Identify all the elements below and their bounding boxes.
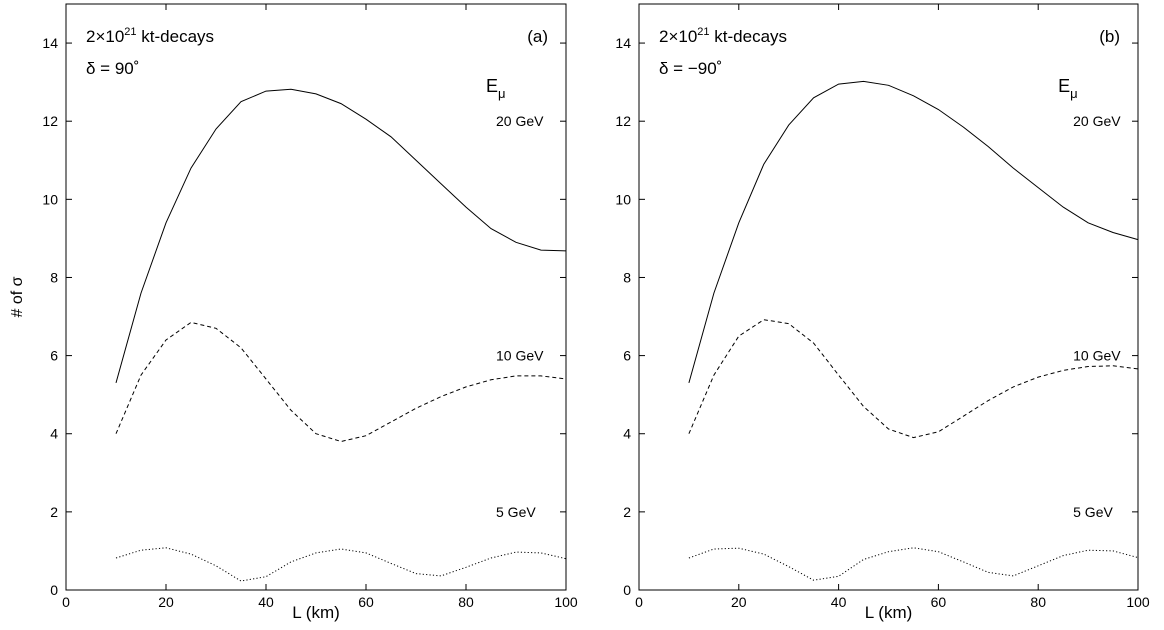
delta-label: δ = −90˚ xyxy=(659,59,722,78)
x-tick-label: 100 xyxy=(1126,594,1150,610)
energy-title: Eμ xyxy=(1058,76,1078,101)
y-tick-label: 2 xyxy=(50,504,58,520)
delta-label: δ = 90˚ xyxy=(86,59,139,78)
series-line-5-gev xyxy=(688,547,1139,581)
x-axis-label: L (km) xyxy=(292,603,340,622)
panel-label: (a) xyxy=(527,27,548,46)
x-tick-label: 20 xyxy=(731,594,747,610)
y-tick-label: 10 xyxy=(615,191,631,207)
y-tick-label: 6 xyxy=(623,348,631,364)
y-tick-label: 0 xyxy=(50,582,58,598)
chart-panel-b: 0 20 40 60 80 100 0 2 4 6 8 10 12 14 L (km) 2×1021 kt-d… xyxy=(615,3,1150,622)
plot-frame xyxy=(65,3,567,591)
panel-label: (b) xyxy=(1099,27,1120,46)
curve-label: 5 GeV xyxy=(496,504,536,520)
x-tick-label: 0 xyxy=(635,594,643,610)
curve-label: 5 GeV xyxy=(1073,504,1113,520)
y-tick-label: 8 xyxy=(623,269,631,285)
x-tick-label: 20 xyxy=(158,594,174,610)
curve-label: 20 GeV xyxy=(1073,113,1121,129)
x-tick-label: 60 xyxy=(931,594,947,610)
y-tick-label: 4 xyxy=(50,426,58,442)
exposure-label: 2×1021 kt-decays xyxy=(86,26,214,46)
x-tick-label: 40 xyxy=(831,594,847,610)
y-tick-label: 8 xyxy=(50,269,58,285)
x-tick-label: 80 xyxy=(1030,594,1046,610)
y-tick-label: 6 xyxy=(50,348,58,364)
plot-frame xyxy=(638,3,1139,591)
energy-title: Eμ xyxy=(486,76,506,101)
y-tick-label: 12 xyxy=(615,113,631,129)
y-tick-label: 0 xyxy=(623,582,631,598)
x-tick-label: 60 xyxy=(358,594,374,610)
y-tick-label: 10 xyxy=(42,191,58,207)
curve-label: 20 GeV xyxy=(496,113,544,129)
chart-panel-a: 0 20 40 60 80 100 0 2 4 6 8 10 12 14 L (km) # of σ 2×102… xyxy=(9,3,578,622)
curve-label: 10 GeV xyxy=(1073,348,1121,364)
x-tick-label: 0 xyxy=(62,594,70,610)
series-line-20-gev xyxy=(115,88,567,384)
series-line-20-gev xyxy=(688,80,1139,384)
y-tick-label: 12 xyxy=(42,113,58,129)
x-tick-label: 100 xyxy=(554,594,578,610)
exposure-label: 2×1021 kt-decays xyxy=(659,26,787,46)
y-axis-label: # of σ xyxy=(9,276,26,317)
y-tick-label: 4 xyxy=(623,426,631,442)
y-tick-label: 2 xyxy=(623,504,631,520)
y-tick-label: 14 xyxy=(42,35,58,51)
x-tick-label: 40 xyxy=(258,594,274,610)
curve-label: 10 GeV xyxy=(496,348,544,364)
y-tick-label: 14 xyxy=(615,35,631,51)
series-line-10-gev xyxy=(115,321,567,443)
x-axis-label: L (km) xyxy=(865,603,913,622)
x-tick-label: 80 xyxy=(458,594,474,610)
series-line-10-gev xyxy=(688,319,1139,439)
series-line-5-gev xyxy=(115,547,567,582)
